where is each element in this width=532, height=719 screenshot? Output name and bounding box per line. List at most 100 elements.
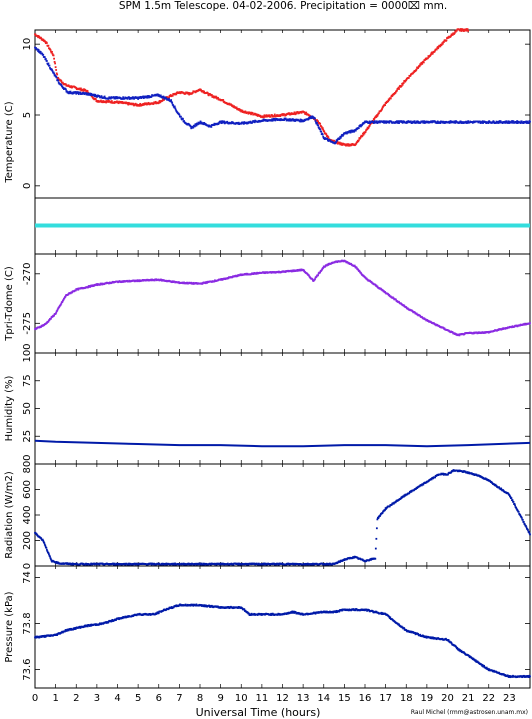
data-point [347,143,350,146]
data-point [359,137,362,139]
data-point [388,121,391,124]
data-point [34,635,37,638]
data-point [327,264,330,266]
data-point [373,121,376,124]
data-point [484,121,487,124]
data-point [47,44,50,47]
data-point [414,311,416,314]
data-point [111,618,114,621]
data-point [359,125,362,128]
data-point [202,91,205,94]
data-point [212,95,215,98]
data-point [449,120,452,122]
data-point [69,628,72,631]
data-point [466,28,469,31]
data-point [525,526,528,529]
data-point [436,46,439,48]
data-point [431,52,434,55]
data-point [210,125,213,128]
data-point [325,264,328,267]
data-point [200,604,202,606]
data-point [323,137,326,140]
data-point [248,612,250,615]
data-point [138,613,141,616]
data-point [439,122,442,124]
data-point [121,101,124,104]
data-point [314,278,316,281]
data-point [405,306,408,309]
data-point [326,137,329,140]
data-point [56,634,59,636]
data-point [351,130,354,133]
data-point [397,87,399,90]
x-tick-label: 13 [297,693,310,704]
data-point [203,90,206,93]
data-point [256,113,259,116]
data-point [359,135,362,138]
data-point [276,614,279,616]
data-point [529,120,531,123]
data-point [374,547,377,550]
data-point [95,283,98,286]
data-point [511,676,514,678]
data-point [427,57,429,60]
data-point [56,308,59,311]
data-point [483,664,486,667]
data-point [296,269,298,272]
data-point [115,619,117,622]
data-point [71,562,74,565]
data-point [179,603,182,606]
y-axis-label: Radiation (W/m2) [4,471,15,559]
x-tick-label: 14 [317,693,330,704]
data-point [504,120,507,123]
data-point [429,636,431,639]
data-point [379,515,381,517]
y-tick-label: 100 [22,343,33,362]
data-point [455,29,458,32]
data-point [202,563,204,566]
data-point [451,34,454,36]
data-point [363,131,365,134]
data-point [68,92,70,95]
data-point [158,100,161,102]
data-point [182,562,185,565]
data-point [145,95,148,98]
data-point [292,610,295,613]
data-point [515,122,518,124]
data-point [232,563,235,566]
data-point [112,563,115,566]
data-point [521,518,524,521]
data-point [526,120,529,123]
data-point [271,114,274,117]
data-point [400,120,402,122]
y-tick-label: 75 [22,374,33,387]
data-point [414,70,417,72]
data-point [517,121,520,124]
data-point [381,612,384,614]
x-tick-label: 5 [135,693,141,704]
data-point [292,112,295,115]
data-point [177,281,180,283]
data-point [269,115,272,118]
data-point [322,266,325,269]
data-point [40,636,43,638]
data-point [448,640,451,643]
data-point [189,125,192,128]
data-point [475,331,478,334]
data-point [79,91,82,94]
data-point [375,116,378,118]
data-point [215,96,218,99]
y-axis-label: Humidity (%) [4,375,15,441]
data-point [230,104,233,106]
data-point [476,660,479,663]
data-point [45,60,48,62]
data-point [467,29,470,32]
data-point [100,95,103,98]
data-point [499,121,501,124]
data-point [511,120,513,122]
data-point [339,136,342,139]
data-point [165,562,168,565]
data-point [470,472,473,475]
data-point [55,69,58,71]
data-point [466,29,468,32]
